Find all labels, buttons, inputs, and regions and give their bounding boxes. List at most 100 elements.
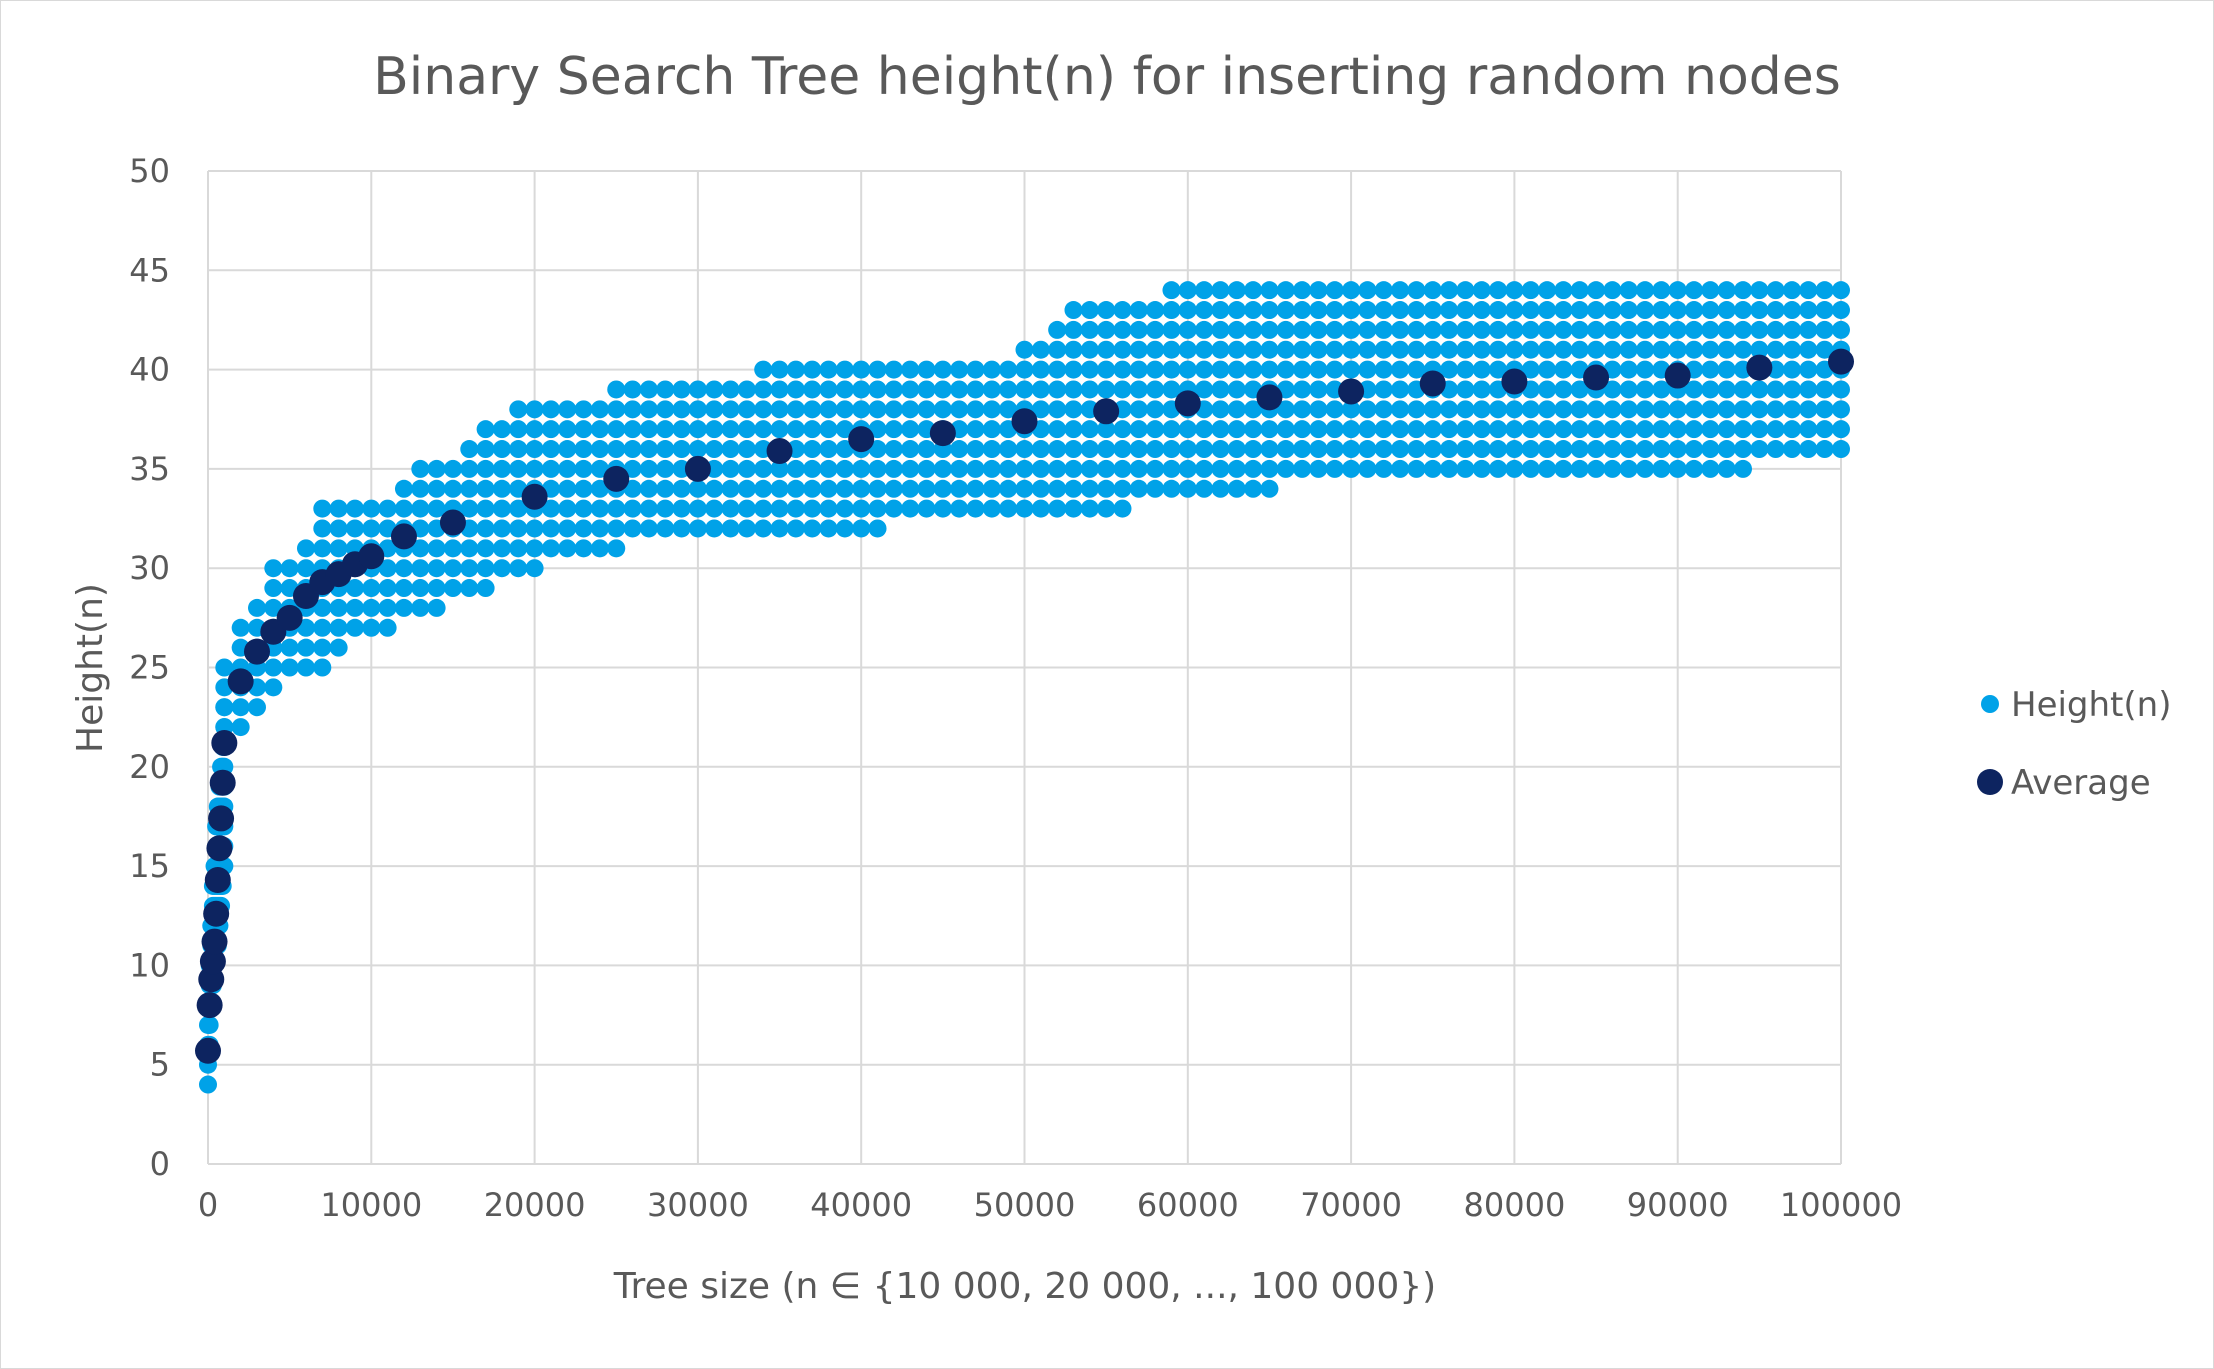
height-point (1668, 320, 1687, 339)
height-point (1260, 420, 1279, 439)
average-point (1419, 370, 1446, 397)
height-point (852, 519, 871, 538)
height-point (1456, 440, 1475, 459)
height-point (460, 479, 479, 498)
height-point (1750, 400, 1769, 419)
height-point (1391, 320, 1410, 339)
height-point (1603, 440, 1622, 459)
height-point (786, 479, 805, 498)
height-point (460, 559, 479, 578)
height-point (1407, 420, 1426, 439)
height-point (1734, 400, 1753, 419)
height-point (1717, 301, 1736, 320)
height-point (770, 459, 789, 478)
average-point (439, 509, 466, 536)
height-point (656, 479, 675, 498)
height-point (1734, 459, 1753, 478)
height-point (1162, 301, 1181, 320)
height-point (427, 499, 446, 518)
height-point (901, 479, 920, 498)
height-point (737, 440, 756, 459)
height-point (1276, 340, 1295, 359)
height-point (1440, 320, 1459, 339)
height-point (721, 380, 740, 399)
y-tick-label: 5 (150, 1046, 170, 1084)
height-point (1293, 420, 1312, 439)
height-point (1717, 340, 1736, 359)
height-point (1374, 459, 1393, 478)
height-point (574, 459, 593, 478)
height-point (737, 519, 756, 538)
height-point (770, 479, 789, 498)
height-point (721, 499, 740, 518)
height-point (835, 420, 854, 439)
height-point (509, 519, 528, 538)
height-point (1129, 301, 1148, 320)
height-point (1309, 380, 1328, 399)
height-point (1521, 360, 1540, 379)
height-point (329, 499, 348, 518)
height-point (1685, 301, 1704, 320)
height-point (476, 579, 495, 598)
height-point (1162, 340, 1181, 359)
height-point (1097, 420, 1116, 439)
height-point (1276, 360, 1295, 379)
height-point (966, 499, 985, 518)
height-point (933, 360, 952, 379)
height-point (1097, 320, 1116, 339)
height-point (1750, 281, 1769, 300)
height-point (1211, 380, 1230, 399)
height-point (509, 559, 528, 578)
height-point (1554, 380, 1573, 399)
height-point (1276, 440, 1295, 459)
height-point (1211, 479, 1230, 498)
height-point (1505, 320, 1524, 339)
height-point (1538, 380, 1557, 399)
height-point (476, 559, 495, 578)
height-point (492, 559, 511, 578)
height-point (933, 459, 952, 478)
height-point (460, 579, 479, 598)
height-point (1048, 440, 1067, 459)
height-point (313, 658, 332, 677)
height-point (296, 539, 315, 558)
height-point (1472, 420, 1491, 439)
height-point (1603, 400, 1622, 419)
height-point (590, 459, 609, 478)
height-point (1668, 440, 1687, 459)
height-point (558, 440, 577, 459)
height-point (884, 360, 903, 379)
height-point (1129, 459, 1148, 478)
height-point (1227, 301, 1246, 320)
height-point (1685, 459, 1704, 478)
height-point (1668, 459, 1687, 478)
height-point (819, 459, 838, 478)
height-point (950, 479, 969, 498)
height-point (1603, 420, 1622, 439)
height-point (1701, 301, 1720, 320)
height-point (1570, 301, 1589, 320)
height-point (525, 440, 544, 459)
height-point (460, 499, 479, 518)
height-point (1423, 459, 1442, 478)
height-point (786, 380, 805, 399)
height-point (917, 440, 936, 459)
height-point (1342, 281, 1361, 300)
height-point (1146, 320, 1165, 339)
height-point (1195, 479, 1214, 498)
height-point (999, 380, 1018, 399)
height-point (1309, 440, 1328, 459)
x-tick-label: 40000 (810, 1186, 912, 1224)
height-point (590, 479, 609, 498)
height-point (1309, 281, 1328, 300)
height-point (950, 459, 969, 478)
height-point (1652, 420, 1671, 439)
height-point (933, 479, 952, 498)
height-point (688, 420, 707, 439)
height-point (1342, 340, 1361, 359)
height-point (1815, 440, 1834, 459)
height-point (1064, 301, 1083, 320)
height-point (1423, 320, 1442, 339)
height-point (1211, 281, 1230, 300)
height-point (1440, 420, 1459, 439)
